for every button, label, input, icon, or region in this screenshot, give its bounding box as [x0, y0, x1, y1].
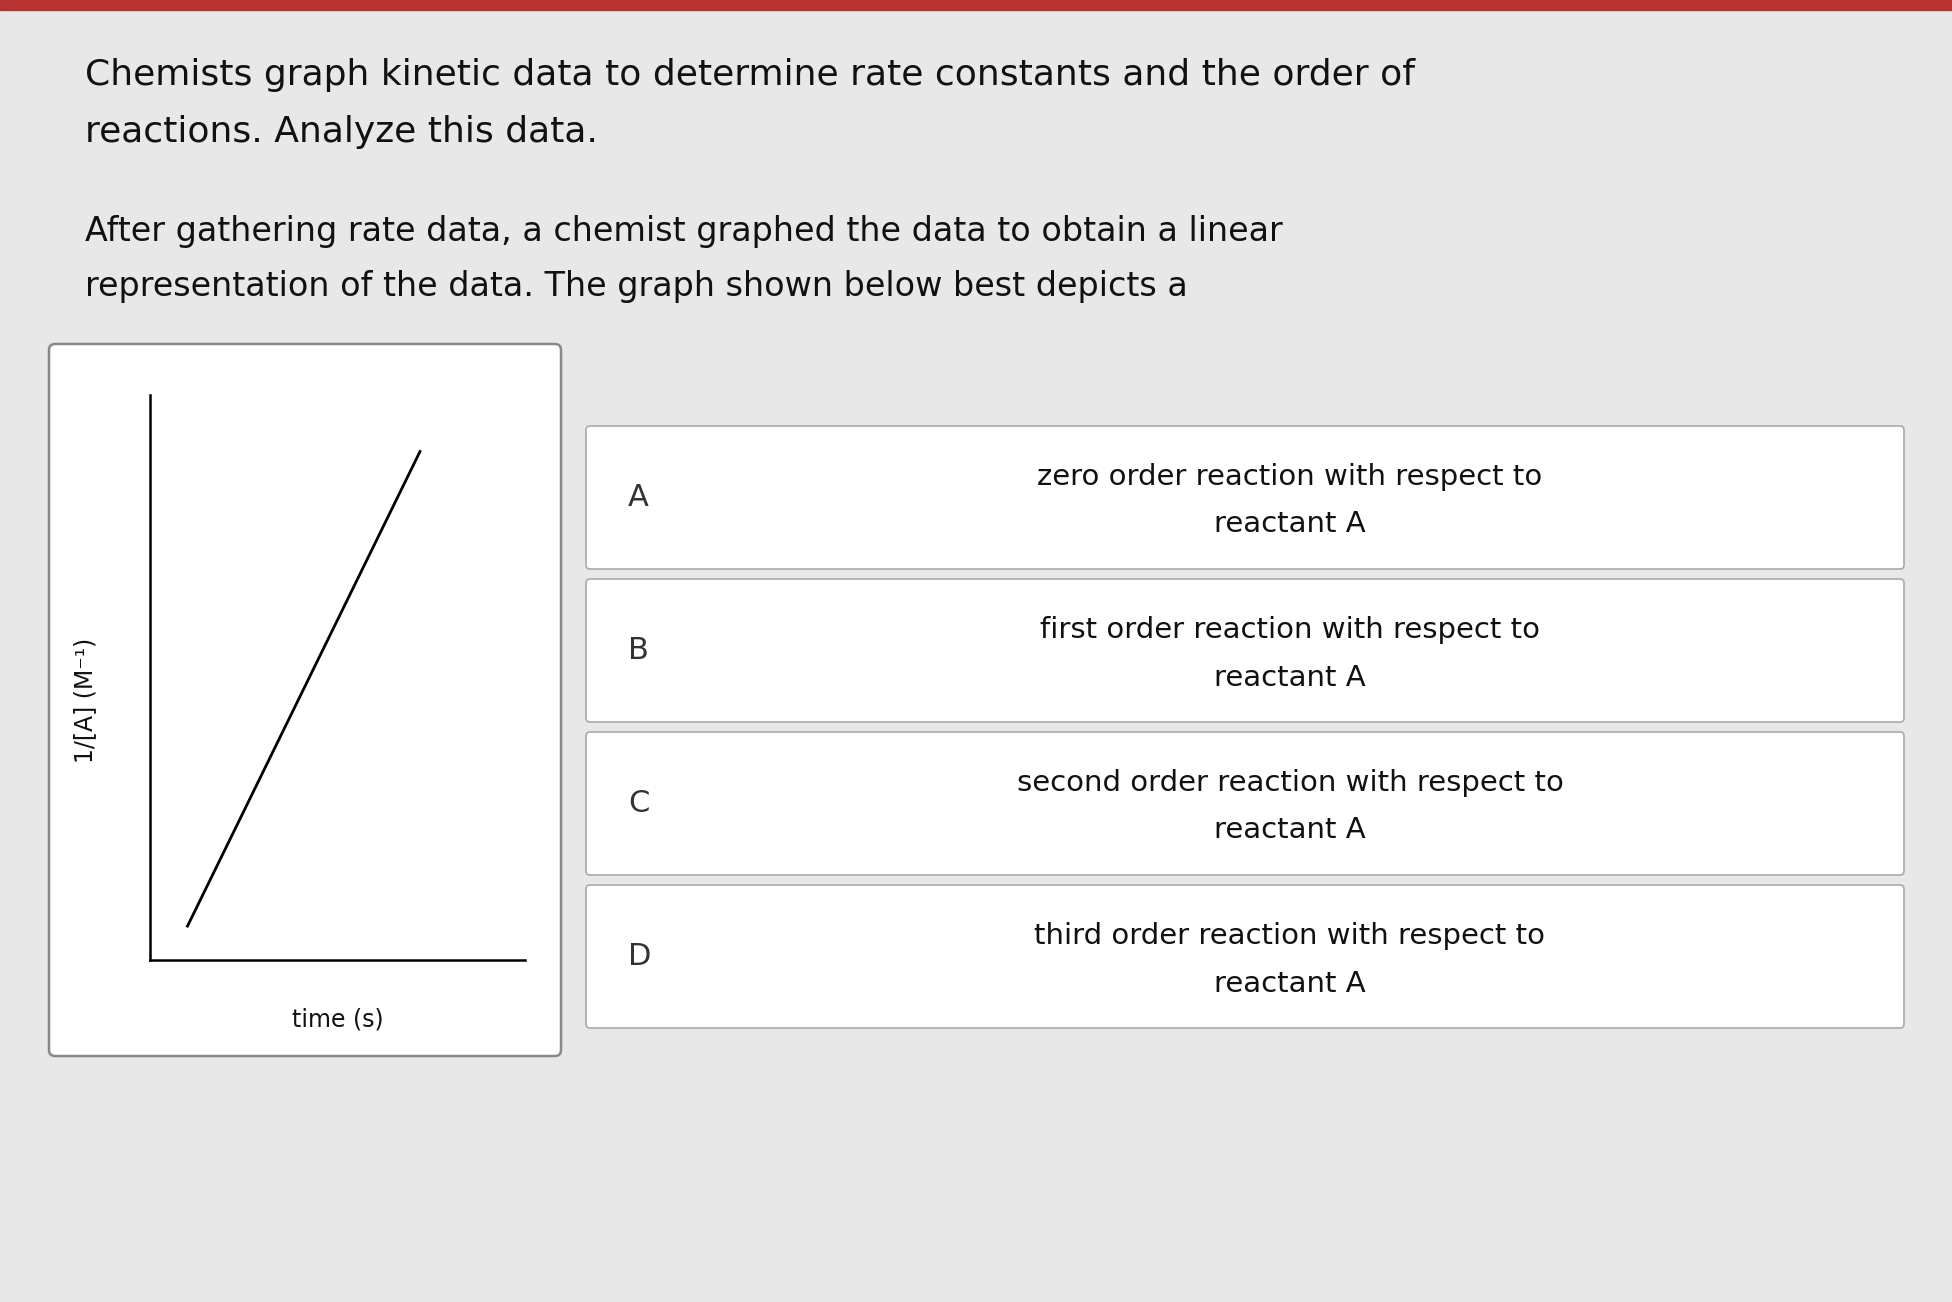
FancyBboxPatch shape: [586, 732, 1903, 875]
Text: third order reaction with respect to: third order reaction with respect to: [1035, 922, 1546, 950]
Text: reactant A: reactant A: [1214, 510, 1366, 539]
Text: reactant A: reactant A: [1214, 970, 1366, 997]
FancyBboxPatch shape: [49, 344, 560, 1056]
Bar: [0, 0, 1952, 10]
Text: reactant A: reactant A: [1214, 816, 1366, 845]
Text: Chemists graph kinetic data to determine rate constants and the order of: Chemists graph kinetic data to determine…: [86, 59, 1415, 92]
Text: B: B: [629, 635, 648, 665]
Text: A: A: [629, 483, 648, 512]
Text: After gathering rate data, a chemist graphed the data to obtain a linear: After gathering rate data, a chemist gra…: [86, 215, 1282, 247]
Text: second order reaction with respect to: second order reaction with respect to: [1017, 769, 1564, 797]
Text: 1/[A] (M⁻¹): 1/[A] (M⁻¹): [72, 638, 98, 763]
Text: representation of the data. The graph shown below best depicts a: representation of the data. The graph sh…: [86, 270, 1187, 303]
Text: reactions. Analyze this data.: reactions. Analyze this data.: [86, 115, 597, 148]
Text: zero order reaction with respect to: zero order reaction with respect to: [1037, 464, 1542, 491]
FancyBboxPatch shape: [586, 885, 1903, 1029]
Text: first order reaction with respect to: first order reaction with respect to: [1040, 616, 1540, 644]
FancyBboxPatch shape: [586, 579, 1903, 723]
Text: time (s): time (s): [291, 1008, 383, 1032]
FancyBboxPatch shape: [586, 426, 1903, 569]
Text: D: D: [629, 943, 652, 971]
Text: reactant A: reactant A: [1214, 664, 1366, 691]
Text: C: C: [629, 789, 650, 818]
